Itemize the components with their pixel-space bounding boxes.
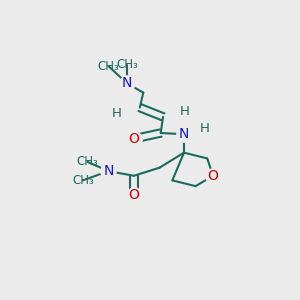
Text: N: N (103, 164, 114, 178)
Text: H: H (200, 122, 210, 135)
Text: CH₃: CH₃ (116, 58, 138, 71)
Text: H: H (180, 105, 190, 118)
Text: H: H (112, 107, 122, 120)
Text: CH₃: CH₃ (76, 155, 98, 168)
Text: CH₃: CH₃ (98, 59, 119, 73)
Text: O: O (129, 132, 140, 146)
Text: O: O (208, 169, 218, 183)
Text: CH₃: CH₃ (72, 174, 94, 187)
Text: O: O (129, 188, 140, 203)
Text: N: N (179, 127, 189, 141)
Text: N: N (122, 76, 132, 90)
